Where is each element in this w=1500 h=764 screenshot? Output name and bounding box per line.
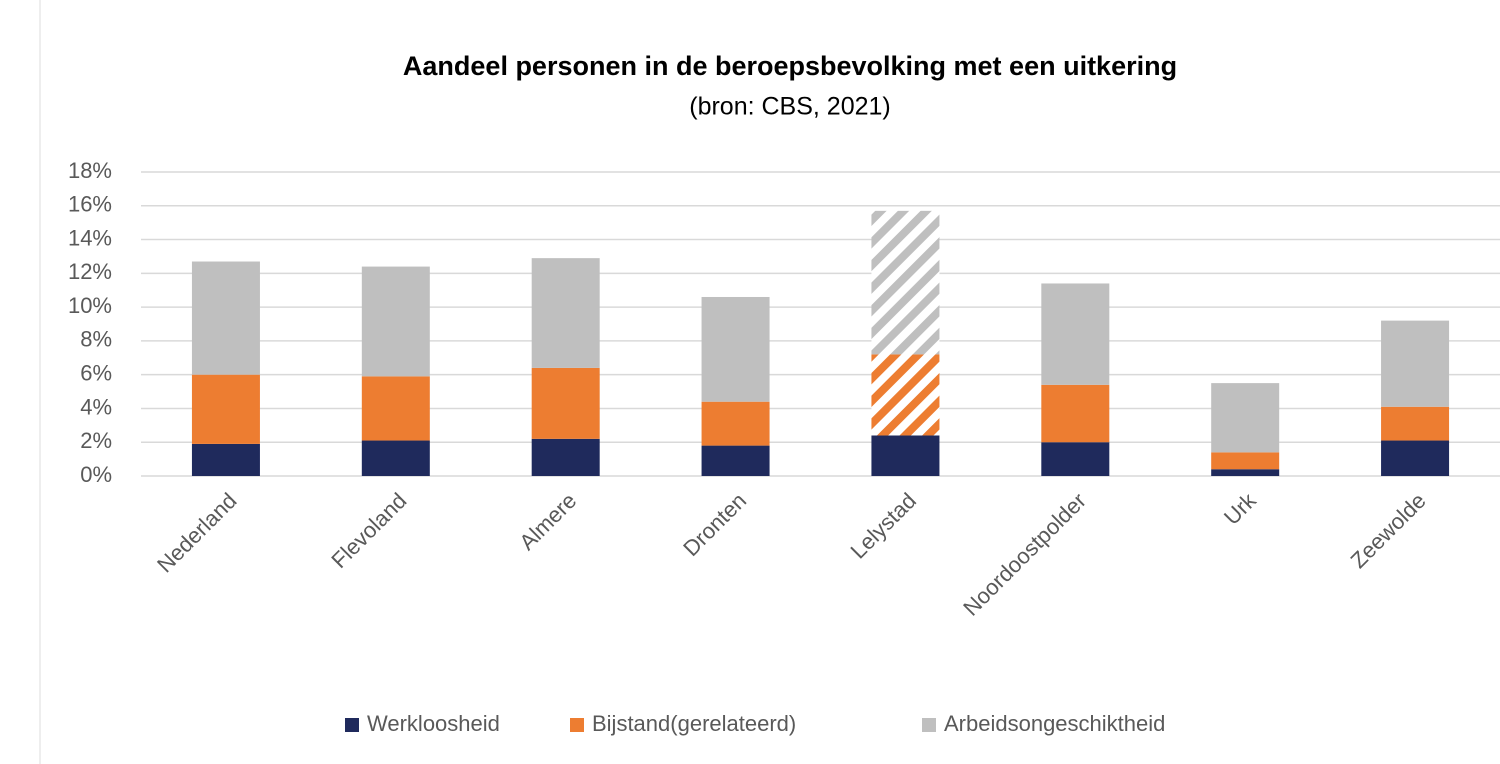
y-tick-label: 8% [80,327,112,352]
bar-segment [871,210,940,355]
x-tick-label: Noordoostpolder [958,488,1091,621]
bar-segment [531,258,600,368]
y-tick-label: 6% [80,360,112,385]
legend-swatch [922,718,936,732]
bar-segment [191,443,260,476]
bar-segment [1041,442,1110,476]
x-tick-label: Zeewolde [1346,488,1431,573]
y-tick-label: 12% [68,259,112,284]
bar-segment [361,376,430,441]
bar-segment [871,435,940,476]
legend-label: Arbeidsongeschiktheid [944,711,1165,736]
y-tick-label: 10% [68,293,112,318]
y-tick-label: 0% [80,462,112,487]
y-tick-label: 16% [68,192,112,217]
bar-segment [701,296,770,402]
bar-segment [1381,320,1450,407]
bar-segment [531,367,600,439]
legend-label: Werkloosheid [367,711,500,736]
legend-swatch [345,718,359,732]
bar-segment [191,261,260,375]
chart-subtitle: (bron: CBS, 2021) [689,93,891,121]
bar-segment [701,445,770,476]
bar-segment [361,440,430,476]
bar-segment [191,374,260,444]
x-tick-label: Urk [1219,487,1262,530]
x-tick-label: Lelystad [845,488,921,564]
y-tick-label: 14% [68,225,112,250]
bar-segment [1211,452,1280,470]
y-tick-label: 2% [80,428,112,453]
bar-segment [1211,383,1280,453]
y-tick-label: 4% [80,394,112,419]
bar-segment [531,438,600,476]
legend-label: Bijstand(gerelateerd) [592,711,796,736]
bar-segment [701,401,770,446]
bar-segment [1381,440,1450,476]
x-tick-label: Nederland [152,488,241,577]
bar-segment [871,354,940,436]
chart-title: Aandeel personen in de beroepsbevolking … [403,51,1177,81]
y-tick-label: 18% [68,158,112,183]
legend-swatch [570,718,584,732]
bar-segment [1041,384,1110,443]
bar-segment [361,266,430,377]
bar-segment [1381,406,1450,441]
x-tick-label: Flevoland [326,488,411,573]
x-tick-label: Almere [514,488,581,555]
x-tick-label: Dronten [678,488,751,561]
bar-segment [1041,283,1110,385]
bar-segment [1211,469,1280,476]
